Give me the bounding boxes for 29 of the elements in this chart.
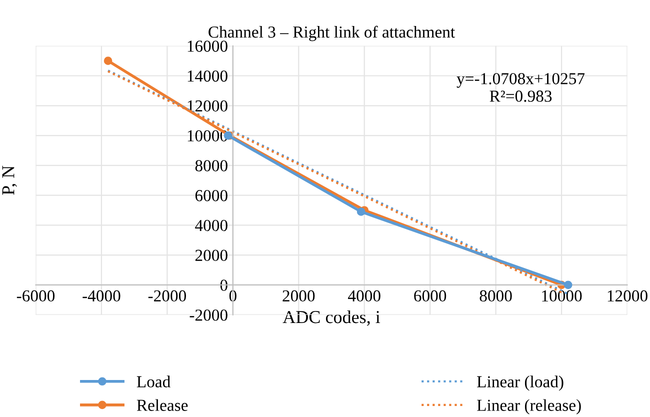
legend-label: Linear (load) [477,376,564,391]
point [104,56,112,65]
x-tick-label: 6000 [414,290,446,302]
legend-label: Release [136,399,188,411]
y-tick-label: 14000 [188,70,228,82]
y-tick-label: 8000 [195,160,228,172]
legend-label: Linear (release) [477,399,581,414]
x-tick-label: 8000 [480,290,512,302]
x-tick-label: -4000 [82,290,120,302]
x-tick-label: 2000 [282,290,315,302]
point [356,208,366,216]
x-tick-label: 4000 [348,290,380,302]
x-axis-title: ADC codes, i [282,310,380,326]
x-tick-label: -6000 [16,290,55,302]
y-tick-label: 4000 [195,220,228,232]
y-axis-title: P, N [2,166,17,195]
x-tick-label: 12000 [608,290,648,302]
x-tick-label: 0 [229,290,236,302]
y-tick-label: 12000 [188,100,228,112]
annotation: y=-1.0708x+10257 R²=0.983 [456,73,585,102]
chart-title: Channel 3 – Right link of attachment [208,26,455,42]
x-tick-label: -2000 [148,290,186,302]
point [564,280,572,290]
y-tick-label: 6000 [195,190,228,202]
x-tick-label: 10000 [542,290,582,302]
legend-label: Load [136,376,170,388]
y-tick-label: -2000 [190,310,228,321]
y-tick-label: 16000 [188,40,228,52]
y-tick-label: 2000 [195,250,228,262]
